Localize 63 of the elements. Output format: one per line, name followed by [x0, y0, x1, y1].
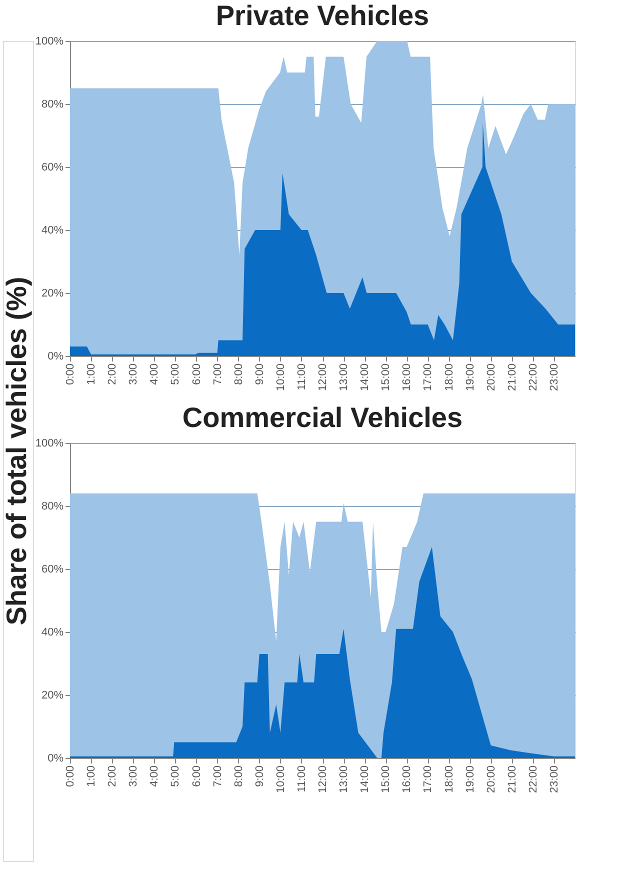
- y-tick-label: 40%: [41, 224, 64, 236]
- x-tick-label: 16:00: [401, 364, 414, 392]
- x-tick-label: 14:00: [359, 364, 372, 392]
- y-tick-label: 60%: [41, 564, 64, 576]
- x-tick-label: 20:00: [485, 766, 498, 794]
- x-tick-label: 17:00: [422, 766, 434, 794]
- y-tick-label: 100%: [35, 438, 64, 450]
- x-tick-label: 9:00: [254, 766, 266, 787]
- x-tick-label: 17:00: [422, 364, 434, 392]
- x-tick-label: 0:00: [64, 766, 76, 787]
- x-tick-label: 9:00: [254, 364, 266, 385]
- x-tick-label: 3:00: [128, 766, 140, 787]
- x-tick-label: 18:00: [443, 766, 456, 794]
- x-tick-label: 10:00: [274, 766, 287, 794]
- x-tick-label: 8:00: [232, 364, 245, 385]
- x-tick-label: 19:00: [464, 364, 476, 392]
- x-tick-label: 20:00: [485, 364, 498, 392]
- x-tick-label: 7:00: [212, 364, 224, 385]
- x-tick-label: 6:00: [190, 766, 203, 787]
- x-tick-label: 11:00: [296, 364, 308, 390]
- x-tick-label: 8:00: [232, 766, 245, 787]
- chart-title: Commercial Vehicles: [182, 402, 463, 433]
- x-tick-label: 12:00: [317, 364, 329, 392]
- y-tick-label: 40%: [41, 626, 64, 638]
- x-tick-label: 13:00: [338, 766, 350, 794]
- x-tick-label: 21:00: [506, 364, 518, 392]
- x-tick-label: 11:00: [296, 766, 308, 792]
- y-tick-label: 60%: [41, 162, 64, 174]
- x-tick-label: 21:00: [506, 766, 518, 794]
- y-tick-label: 80%: [41, 98, 64, 110]
- x-tick-label: 23:00: [548, 364, 560, 392]
- x-tick-label: 2:00: [106, 364, 119, 385]
- x-tick-label: 13:00: [338, 364, 350, 392]
- x-tick-label: 10:00: [274, 364, 287, 392]
- y-axis-title: Share of total vehicles (%): [1, 276, 32, 626]
- x-tick-label: 18:00: [443, 364, 456, 392]
- x-tick-label: 2:00: [106, 766, 119, 787]
- x-tick-label: 1:00: [86, 766, 98, 787]
- x-tick-label: 1:00: [86, 364, 98, 385]
- x-tick-label: 0:00: [64, 364, 76, 385]
- x-tick-label: 7:00: [212, 766, 224, 787]
- x-tick-label: 16:00: [401, 766, 414, 794]
- x-tick-label: 15:00: [380, 766, 392, 794]
- x-tick-label: 22:00: [527, 766, 540, 794]
- y-tick-label: 20%: [41, 288, 64, 300]
- x-tick-label: 22:00: [527, 364, 540, 392]
- x-tick-label: 14:00: [359, 766, 372, 794]
- y-tick-label: 20%: [41, 690, 64, 702]
- x-tick-label: 3:00: [128, 364, 140, 385]
- y-tick-label: 0%: [48, 752, 64, 764]
- x-tick-label: 15:00: [380, 364, 392, 392]
- x-tick-label: 19:00: [464, 766, 476, 794]
- x-tick-label: 12:00: [317, 766, 329, 794]
- x-tick-label: 23:00: [548, 766, 560, 794]
- x-tick-label: 4:00: [148, 766, 161, 787]
- y-tick-label: 100%: [35, 36, 64, 48]
- x-tick-label: 6:00: [190, 364, 203, 385]
- x-tick-label: 4:00: [148, 364, 161, 385]
- x-tick-label: 5:00: [170, 364, 182, 385]
- chart-title: Private Vehicles: [216, 0, 430, 31]
- y-tick-label: 0%: [48, 350, 64, 362]
- x-tick-label: 5:00: [170, 766, 182, 787]
- y-tick-label: 80%: [41, 500, 64, 512]
